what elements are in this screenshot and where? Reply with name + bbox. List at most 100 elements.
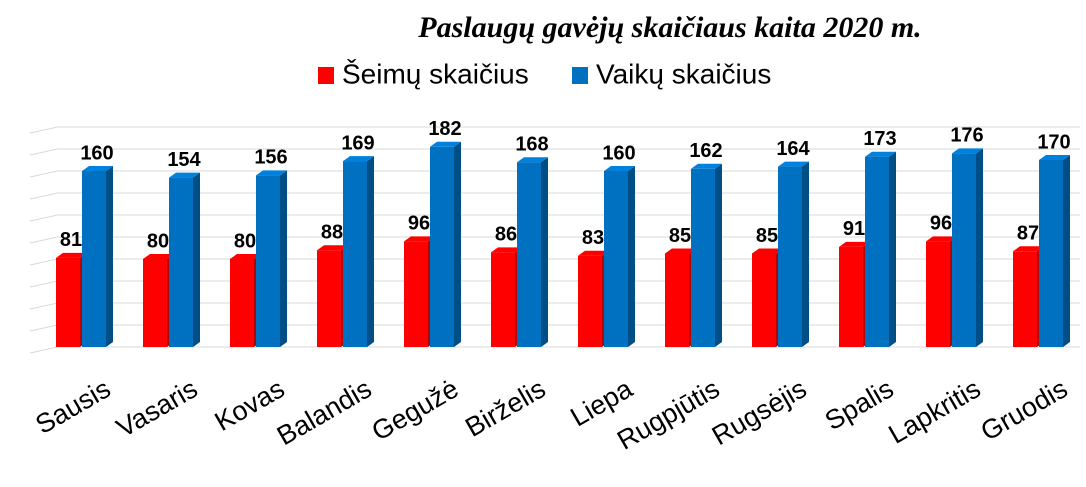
bar-side xyxy=(628,166,635,347)
bar-top xyxy=(839,241,870,247)
bar-top xyxy=(430,141,461,147)
bar-top xyxy=(491,247,522,253)
value-label: 91 xyxy=(843,218,865,240)
grid-line xyxy=(29,236,1080,244)
x-tick-label: Gruodis xyxy=(976,373,1073,446)
value-label: 80 xyxy=(147,230,169,252)
value-label: 173 xyxy=(863,128,896,150)
bar-side xyxy=(1063,155,1070,347)
bar xyxy=(752,253,776,347)
value-label: 169 xyxy=(341,132,374,154)
bar-top xyxy=(56,252,87,258)
bar xyxy=(952,153,976,347)
bar-side xyxy=(976,148,983,347)
bar-top xyxy=(578,250,609,256)
grid-line xyxy=(29,192,1080,200)
bar-top xyxy=(665,248,696,254)
value-label: 160 xyxy=(602,142,635,164)
value-label: 182 xyxy=(428,118,461,140)
bar xyxy=(230,259,254,347)
bar xyxy=(82,171,106,347)
bar xyxy=(430,146,454,347)
x-tick-label: Birželis xyxy=(460,373,550,442)
x-tick-label: Rugsėjis xyxy=(707,373,812,451)
bar-top xyxy=(926,236,957,242)
x-tick-label: Sausis xyxy=(30,373,115,440)
grid-line xyxy=(29,148,1080,156)
value-label: 154 xyxy=(167,149,201,171)
grid-line xyxy=(29,346,1080,354)
legend-label: Šeimų skaičius xyxy=(342,58,529,89)
grid-line xyxy=(29,170,1080,178)
bar-side xyxy=(367,156,374,347)
bar-side xyxy=(889,151,896,347)
bar-side xyxy=(802,161,809,347)
bar xyxy=(865,156,889,347)
value-label: 170 xyxy=(1037,131,1070,153)
value-label: 85 xyxy=(756,225,778,247)
bar-side xyxy=(193,172,200,347)
bar xyxy=(317,250,341,347)
value-label: 164 xyxy=(776,138,810,160)
bar xyxy=(1039,160,1063,347)
value-label: 160 xyxy=(80,142,113,164)
value-label: 87 xyxy=(1017,223,1039,245)
bar-top xyxy=(317,245,348,251)
bar-side xyxy=(715,163,722,347)
bar-top xyxy=(752,248,783,254)
bar xyxy=(926,241,950,347)
value-label: 96 xyxy=(408,213,430,235)
bar xyxy=(491,252,515,347)
chart-title: Paslaugų gavėjų skaičiaus kaita 2020 m. xyxy=(417,11,921,44)
bar xyxy=(691,168,715,347)
bar xyxy=(56,257,80,347)
bar-side xyxy=(454,141,461,347)
bar-top xyxy=(691,163,722,169)
bar-top xyxy=(143,254,174,259)
value-label: 85 xyxy=(669,225,691,247)
value-label: 88 xyxy=(321,221,343,243)
bar-top xyxy=(256,170,287,176)
x-tick-label: Vasaris xyxy=(111,373,202,443)
bar xyxy=(839,246,863,347)
bar-side xyxy=(106,166,113,347)
grid-line xyxy=(29,214,1080,222)
value-label: 86 xyxy=(495,224,517,246)
x-tick-label: Gegužė xyxy=(367,373,464,446)
bar xyxy=(578,255,602,347)
bar-top xyxy=(1013,246,1044,252)
bar-top xyxy=(865,151,896,157)
legend-swatch xyxy=(572,67,588,84)
bar xyxy=(143,259,167,347)
bar-top xyxy=(82,166,113,171)
grid-line xyxy=(29,126,1080,134)
bar-top xyxy=(778,161,809,167)
bar xyxy=(343,161,367,347)
value-label: 168 xyxy=(515,133,548,155)
x-tick-label: Lapkritis xyxy=(883,373,985,449)
bar xyxy=(517,162,541,347)
bar-top xyxy=(230,254,261,259)
value-label: 162 xyxy=(689,140,722,162)
bar-top xyxy=(517,157,548,163)
bar xyxy=(256,175,280,347)
bar-top xyxy=(604,166,635,171)
value-label: 156 xyxy=(254,147,287,169)
value-label: 80 xyxy=(234,230,256,252)
legend-label: Vaikų skaičius xyxy=(596,58,771,89)
value-label: 176 xyxy=(950,125,983,147)
bar xyxy=(1013,251,1037,347)
bar-top xyxy=(343,156,374,162)
value-label: 96 xyxy=(930,213,952,235)
bar xyxy=(604,171,628,347)
bar xyxy=(404,241,428,347)
legend-swatch xyxy=(318,67,334,84)
bar-side xyxy=(541,157,548,347)
bar-top xyxy=(404,236,435,242)
bar-side xyxy=(280,170,287,347)
bar-top xyxy=(1039,155,1070,160)
bar-top xyxy=(952,148,983,154)
value-label: 81 xyxy=(60,229,82,251)
value-label: 83 xyxy=(582,227,604,249)
